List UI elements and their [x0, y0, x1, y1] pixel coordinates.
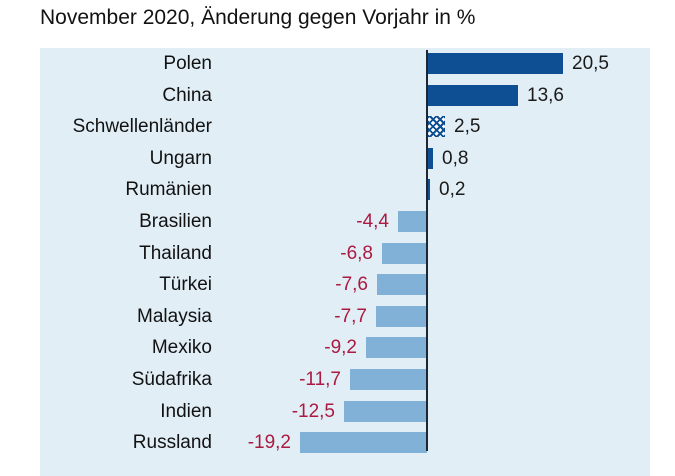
negative-bar	[376, 306, 427, 327]
chart-row: Russland -19,2	[40, 432, 650, 453]
negative-bar	[366, 337, 427, 358]
value-label: -12,5	[291, 401, 335, 422]
category-label: Russland	[132, 432, 212, 453]
category-label: Brasilien	[139, 211, 212, 232]
positive-bar	[428, 179, 430, 200]
positive-bar	[428, 53, 563, 74]
chart-title: November 2020, Änderung gegen Vorjahr in…	[40, 6, 476, 29]
negative-bar	[350, 369, 427, 390]
value-label: 0,2	[439, 179, 466, 200]
chart-row: Ungarn 0,8	[40, 148, 650, 169]
chart-row: Schwellenländer 2,5	[40, 116, 650, 137]
category-label: Südafrika	[131, 369, 212, 390]
value-label: -4,4	[356, 211, 389, 232]
chart-area: Polen 20,5 China 13,6 Schwellenländer 2,5 Unga…	[40, 48, 650, 476]
category-label: Polen	[163, 53, 212, 74]
value-label: 0,8	[442, 148, 469, 169]
negative-bar	[382, 243, 427, 264]
category-label: China	[162, 85, 212, 106]
positive-bar	[428, 85, 518, 106]
category-label: Türkei	[159, 274, 212, 295]
chart-row: Südafrika -11,7	[40, 369, 650, 390]
value-label: -19,2	[247, 432, 291, 453]
chart-row: China 13,6	[40, 85, 650, 106]
value-label: 13,6	[527, 85, 564, 106]
category-label: Indien	[160, 401, 212, 422]
chart-row: Rumänien 0,2	[40, 179, 650, 200]
category-label: Schwellenländer	[72, 116, 212, 137]
chart-row: Malaysia -7,7	[40, 306, 650, 327]
value-label: -7,7	[334, 306, 367, 327]
value-label: -11,7	[299, 369, 341, 390]
value-label: 20,5	[572, 53, 609, 74]
category-label: Malaysia	[137, 306, 212, 327]
category-label: Rumänien	[125, 179, 212, 200]
value-label: -7,6	[335, 274, 368, 295]
zero-axis-line	[426, 50, 428, 451]
category-label: Ungarn	[149, 148, 212, 169]
value-label: -9,2	[324, 337, 357, 358]
hatched-bar	[428, 116, 445, 137]
negative-bar	[398, 211, 427, 232]
chart-row: Indien -12,5	[40, 401, 650, 422]
negative-bar	[377, 274, 427, 295]
positive-bar	[428, 148, 433, 169]
chart-row: Mexiko -9,2	[40, 337, 650, 358]
value-label: -6,8	[340, 243, 373, 264]
chart-row: Brasilien -4,4	[40, 211, 650, 232]
negative-bar	[300, 432, 427, 453]
category-label: Thailand	[139, 243, 212, 264]
value-label: 2,5	[454, 116, 481, 137]
category-label: Mexiko	[151, 337, 212, 358]
chart-row: Polen 20,5	[40, 53, 650, 74]
chart-row: Türkei -7,6	[40, 274, 650, 295]
negative-bar	[344, 401, 427, 422]
chart-row: Thailand -6,8	[40, 243, 650, 264]
